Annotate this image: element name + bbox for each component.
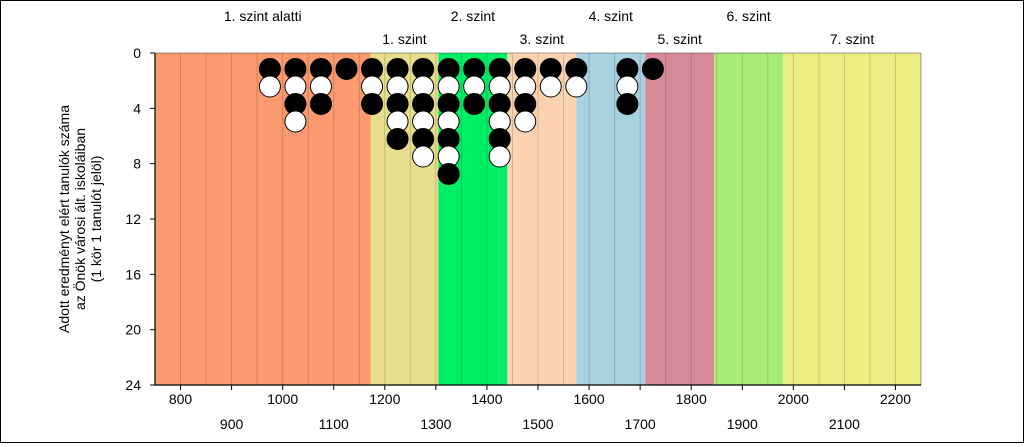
- student-circle: [463, 93, 486, 115]
- y-axis-label-line-2: az Önök városi ált. iskoláiban: [71, 128, 88, 310]
- student-circle: [386, 128, 409, 150]
- x-tick-label: 2100: [829, 416, 860, 432]
- student-circle: [641, 58, 664, 80]
- y-tick-label: 16: [125, 266, 141, 282]
- student-circle: [539, 75, 562, 98]
- level-label-7: 6. szint: [726, 8, 770, 24]
- y-axis-label-line-1: Adott eredményt elért tanulók száma: [56, 105, 72, 333]
- student-circle: [284, 110, 307, 133]
- student-circle: [437, 163, 460, 185]
- x-tick-label: 2200: [880, 391, 911, 407]
- x-tick-label: 1800: [676, 391, 707, 407]
- level-label-5: 4. szint: [589, 8, 633, 24]
- level-label-3: 2. szint: [451, 8, 495, 24]
- level-label-8: 7. szint: [830, 31, 874, 47]
- student-circle: [514, 110, 537, 133]
- level-band-6: [645, 53, 715, 385]
- x-tick-label: 1900: [727, 416, 758, 432]
- level-label-6: 5. szint: [658, 31, 702, 47]
- x-tick-label: 1400: [471, 391, 502, 407]
- y-tick-label: 0: [133, 45, 141, 61]
- x-tick-label: 1700: [625, 416, 656, 432]
- y-tick-label: 20: [125, 322, 141, 338]
- student-circle: [335, 58, 358, 80]
- x-tick-label: 900: [220, 416, 244, 432]
- level-band-7: [714, 53, 784, 385]
- x-tick-label: 1300: [420, 416, 451, 432]
- level-label-1: 1. szint alatti: [224, 8, 302, 24]
- x-tick-label: 1500: [522, 416, 553, 432]
- level-label-2: 1. szint: [382, 31, 426, 47]
- student-circle: [258, 75, 281, 98]
- x-tick-label: 1600: [573, 391, 604, 407]
- x-tick-label: 1100: [319, 416, 349, 432]
- y-axis-label-line-3: (1 kör 1 tanulót jelöl): [88, 156, 104, 283]
- level-label-4: 3. szint: [520, 31, 564, 47]
- student-circle: [565, 75, 588, 98]
- student-circle: [488, 145, 511, 168]
- x-tick-label: 1000: [267, 391, 298, 407]
- student-circle: [309, 93, 332, 115]
- y-tick-label: 24: [125, 377, 141, 393]
- student-circle: [616, 93, 639, 115]
- level-band-1: [155, 53, 371, 385]
- y-tick-label: 12: [125, 211, 141, 227]
- student-circle: [412, 145, 435, 168]
- x-tick-label: 1200: [369, 391, 400, 407]
- y-tick-label: 4: [133, 100, 141, 116]
- x-tick-label: 800: [169, 391, 193, 407]
- level-band-8: [783, 53, 921, 385]
- y-tick-label: 8: [133, 156, 141, 172]
- student-circle: [361, 93, 384, 115]
- x-tick-label: 2000: [778, 391, 809, 407]
